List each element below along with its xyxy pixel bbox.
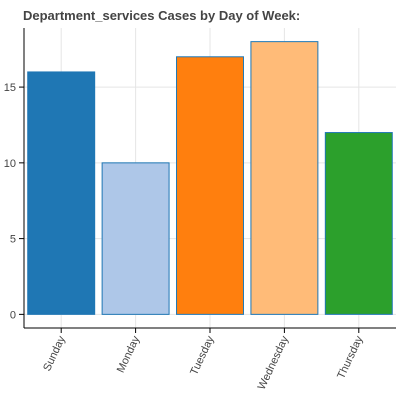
bar-tuesday [176, 56, 244, 315]
bar-monday [101, 162, 170, 315]
bar-wednesday [250, 41, 319, 315]
y-tick-label: 10 [4, 158, 16, 170]
bars [27, 41, 393, 315]
bar-thursday [324, 132, 393, 315]
bar-sunday [27, 71, 96, 315]
y-tick-label: 5 [10, 234, 16, 246]
y-tick-label: 15 [4, 82, 16, 94]
chart-title: Department_services Cases by Day of Week… [23, 8, 300, 23]
y-tick-label: 0 [10, 309, 16, 321]
